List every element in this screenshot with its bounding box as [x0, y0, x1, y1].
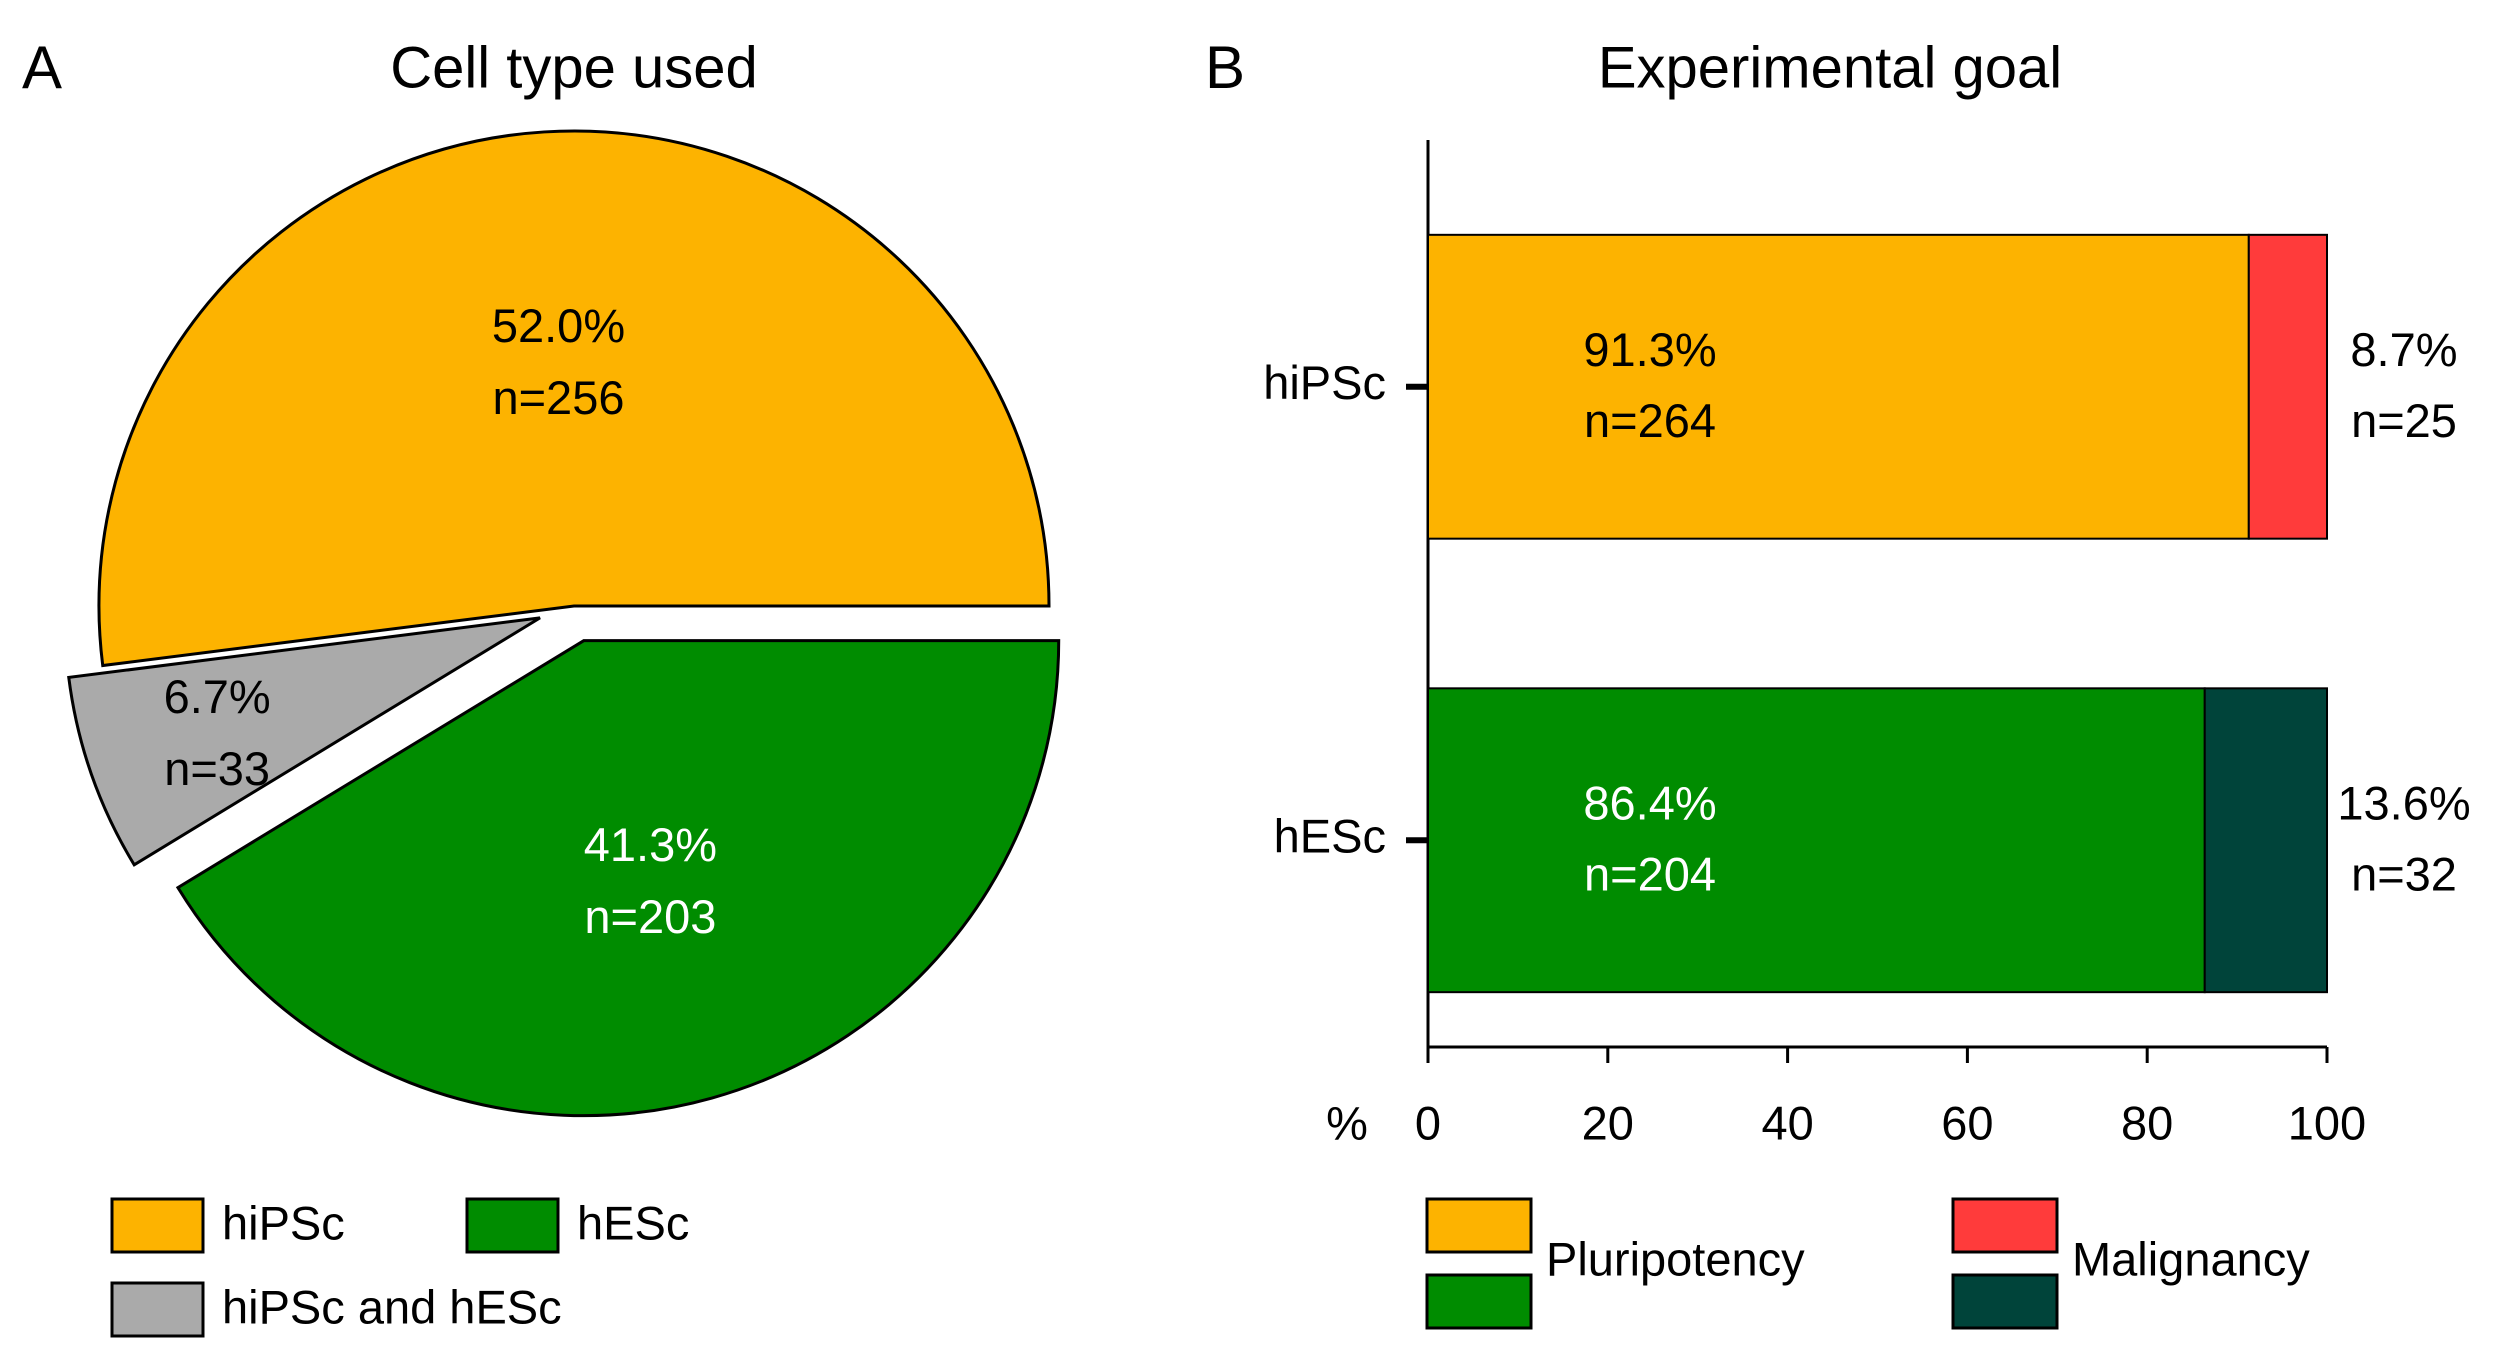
- legend-swatch: [1951, 1273, 2059, 1330]
- pie-slice: [175, 639, 1061, 1118]
- segment-count-label: n=32: [2351, 848, 2457, 901]
- bar-segment: [2247, 233, 2329, 540]
- bar-segment: [1427, 687, 2206, 994]
- chart-title: Experimental goal: [1598, 35, 2062, 100]
- y-tick-label: hESc: [1274, 810, 1386, 863]
- x-tick-label: 80: [2121, 1096, 2173, 1149]
- segment-count-label: n=204: [1584, 848, 1716, 901]
- bar-segment: [2203, 687, 2329, 994]
- panel-label: A: [22, 34, 62, 101]
- x-tick-label: 0: [1415, 1096, 1441, 1149]
- slice-percent-label: 52.0%: [492, 299, 625, 352]
- legend-swatch: [1425, 1273, 1533, 1330]
- slice-count-label: n=256: [492, 371, 624, 424]
- pie-slice: [97, 129, 1051, 668]
- slice-count-label: n=203: [584, 890, 716, 943]
- slice-count-label: n=33: [164, 742, 270, 795]
- segment-count-label: n=25: [2351, 394, 2457, 447]
- segment-percent-label: 91.3%: [1583, 323, 1716, 376]
- legend-label: Pluripotency: [1546, 1232, 1805, 1285]
- x-tick-label: 20: [1582, 1096, 1634, 1149]
- x-tick-label: 60: [1941, 1096, 1993, 1149]
- legend-label: Malignancy: [2072, 1232, 2310, 1285]
- legend-swatch: [465, 1197, 560, 1254]
- segment-count-label: n=264: [1584, 394, 1716, 447]
- legend-label: hESc: [577, 1196, 689, 1249]
- segment-percent-label: 13.6%: [2337, 777, 2470, 830]
- legend-swatch: [110, 1281, 205, 1338]
- legend-label: hiPSc: [222, 1196, 345, 1249]
- legend-swatch: [1425, 1197, 1533, 1254]
- pie-slice: [67, 616, 541, 867]
- y-tick-label: hiPSc: [1263, 356, 1386, 409]
- panel-label: B: [1205, 34, 1245, 101]
- x-tick-label: 100: [2288, 1096, 2366, 1149]
- slice-percent-label: 41.3%: [584, 818, 717, 871]
- x-tick-label: 40: [1761, 1096, 1813, 1149]
- chart-title: Cell type used: [390, 35, 758, 100]
- segment-percent-label: 8.7%: [2350, 323, 2457, 376]
- segment-percent-label: 86.4%: [1583, 777, 1716, 830]
- bar-segment: [1427, 233, 2250, 540]
- legend-swatch: [110, 1197, 205, 1254]
- slice-percent-label: 6.7%: [164, 670, 271, 723]
- x-axis-label: %: [1326, 1096, 1368, 1149]
- legend-label: hiPSc and hESc: [222, 1280, 562, 1333]
- legend-swatch: [1951, 1197, 2059, 1254]
